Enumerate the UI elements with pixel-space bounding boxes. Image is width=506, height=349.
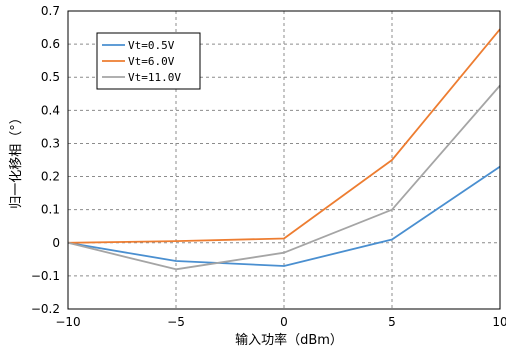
y-tick-label: 0: [52, 236, 60, 250]
y-axis-label: 归一化移相（°）: [9, 111, 24, 209]
y-tick-label: 0.5: [41, 70, 60, 84]
x-tick-label: 5: [388, 315, 396, 329]
legend-label: Vt=6.0V: [128, 55, 175, 68]
y-tick-label: 0.7: [41, 4, 60, 18]
series-lines: [67, 28, 501, 271]
plot-area-frame: [67, 10, 501, 310]
y-tick-label: 0.4: [41, 103, 60, 117]
y-tick-labels: −0.2 −0.1 0 0.1 0.2 0.3 0.4 0.5 0.6 0.7: [31, 4, 60, 316]
x-tick-label: 0: [280, 315, 288, 329]
series-line: [67, 165, 501, 267]
x-tick-label: −10: [55, 315, 80, 329]
y-tick-label: 0.3: [41, 136, 60, 150]
y-tick-label: −0.1: [31, 269, 60, 283]
y-tick-label: 0.1: [41, 203, 60, 217]
series-line: [67, 28, 501, 244]
legend-label: Vt=0.5V: [128, 39, 175, 52]
x-tick-labels: −10 −5 0 5 10: [55, 315, 506, 329]
legend: Vt=0.5V Vt=6.0V Vt=11.0V: [96, 32, 201, 90]
y-tick-label: −0.2: [31, 302, 60, 316]
x-tick-label: 10: [492, 315, 506, 329]
x-axis-label: 输入功率（dBm）: [235, 332, 343, 348]
legend-label: Vt=11.0V: [128, 71, 181, 84]
x-tick-label: −5: [167, 315, 185, 329]
y-tick-label: 0.6: [41, 37, 60, 51]
series-line: [67, 84, 501, 271]
y-tick-label: 0.2: [41, 170, 60, 184]
grid-lines: [68, 11, 500, 309]
